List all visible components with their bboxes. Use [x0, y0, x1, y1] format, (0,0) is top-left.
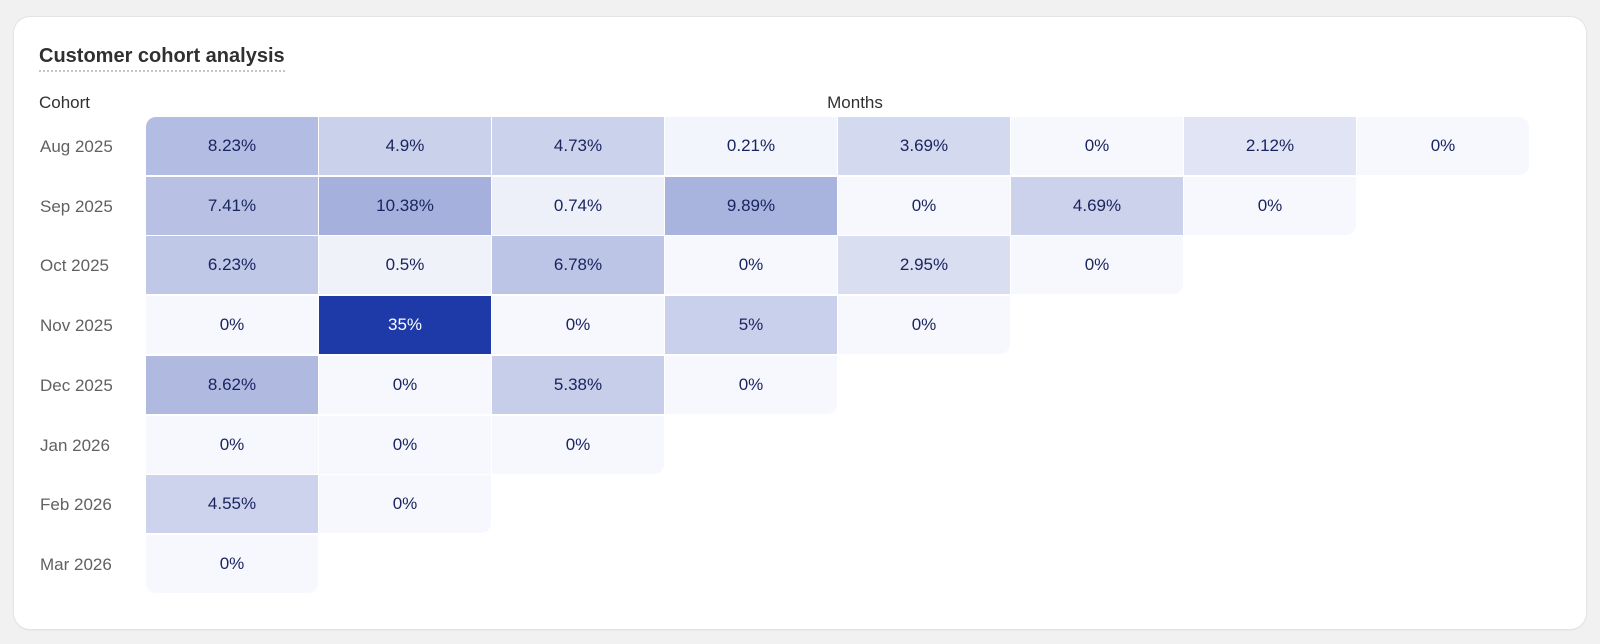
months-column-header: Months	[827, 93, 883, 112]
cohort-cell[interactable]: 0%	[319, 475, 491, 534]
cohort-row-label: Nov 2025	[40, 316, 113, 336]
cohort-cell[interactable]: 0%	[665, 355, 837, 414]
cohort-cell[interactable]: 4.55%	[146, 475, 318, 534]
cohort-cell[interactable]: 5.38%	[492, 355, 664, 414]
cohort-cell[interactable]: 0%	[146, 296, 318, 355]
cohort-cell[interactable]: 0%	[1011, 117, 1183, 175]
cohort-cell[interactable]: 0.74%	[492, 176, 664, 235]
cohort-row-label: Dec 2025	[40, 375, 113, 395]
cohort-cell[interactable]: 0%	[319, 415, 491, 474]
cohort-cell[interactable]: 9.89%	[665, 176, 837, 235]
cohort-cell[interactable]: 4.73%	[492, 117, 664, 175]
cohort-cell[interactable]: 8.62%	[146, 355, 318, 414]
cohort-column-header: Cohort	[39, 93, 91, 112]
cohort-cell[interactable]: 0%	[1184, 176, 1356, 235]
cohort-row-label: Sep 2025	[40, 196, 113, 216]
cohort-cell[interactable]: 0%	[492, 296, 664, 355]
cohort-cell[interactable]: 0%	[146, 415, 318, 474]
cohort-cell[interactable]: 8.23%	[146, 117, 318, 175]
cohort-cell[interactable]: 6.23%	[146, 236, 318, 295]
cohort-cell[interactable]: 0%	[492, 415, 664, 474]
cohort-cell[interactable]: 0.21%	[665, 117, 837, 175]
cohort-card: Customer cohort analysis Cohort Months A…	[14, 17, 1586, 629]
cohort-cell[interactable]: 4.69%	[1011, 176, 1183, 235]
cohort-cell[interactable]: 10.38%	[319, 176, 491, 235]
cohort-cell[interactable]: 2.95%	[838, 236, 1010, 295]
cohort-cell[interactable]: 3.69%	[838, 117, 1010, 175]
cohort-cell[interactable]: 5%	[665, 296, 837, 355]
cohort-row-label: Jan 2026	[40, 435, 110, 455]
cohort-cell[interactable]: 0.5%	[319, 236, 491, 295]
cohort-cell[interactable]: 7.41%	[146, 176, 318, 235]
cohort-row-label: Aug 2025	[40, 137, 113, 156]
cohort-cell[interactable]: 0%	[838, 176, 1010, 235]
cohort-cell[interactable]: 4.9%	[319, 117, 491, 175]
cohort-cell[interactable]: 0%	[1011, 236, 1183, 295]
cohort-cell[interactable]: 0%	[838, 296, 1010, 355]
cohort-cell[interactable]: 35%	[319, 296, 491, 355]
cohort-cell[interactable]: 0%	[319, 355, 491, 414]
cohort-cell[interactable]: 0%	[146, 534, 318, 593]
cohort-cell[interactable]: 2.12%	[1184, 117, 1356, 175]
cohort-row-label: Feb 2026	[40, 495, 112, 515]
cohort-cell[interactable]: 0%	[665, 236, 837, 295]
cohort-cell[interactable]: 0%	[1357, 117, 1529, 175]
cohort-row-label: Oct 2025	[40, 256, 109, 276]
card-title[interactable]: Customer cohort analysis	[39, 44, 285, 72]
cohort-cell[interactable]: 6.78%	[492, 236, 664, 295]
cohort-row-label: Mar 2026	[40, 554, 112, 574]
